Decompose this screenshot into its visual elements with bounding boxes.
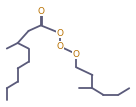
Text: O: O xyxy=(37,7,44,16)
Text: O: O xyxy=(56,29,63,38)
Text: O: O xyxy=(73,50,80,59)
Text: O: O xyxy=(56,42,63,51)
